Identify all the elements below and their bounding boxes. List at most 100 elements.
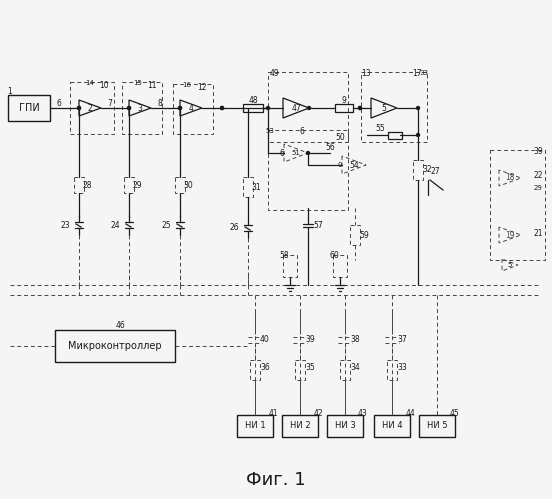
Text: 56: 56 — [325, 143, 335, 152]
Text: НИ 5: НИ 5 — [427, 422, 447, 431]
Circle shape — [306, 152, 310, 155]
Bar — [122, 82, 162, 134]
Bar — [243, 177, 253, 197]
Circle shape — [220, 106, 224, 109]
Bar — [333, 255, 347, 277]
Circle shape — [77, 106, 81, 109]
Circle shape — [178, 106, 182, 109]
Text: 25: 25 — [161, 221, 171, 230]
Text: 49: 49 — [270, 68, 280, 77]
Bar — [268, 72, 348, 142]
Text: 5: 5 — [381, 103, 386, 112]
Text: 37: 37 — [397, 335, 407, 344]
Text: 18: 18 — [505, 174, 515, 183]
Text: 42: 42 — [313, 409, 323, 418]
Circle shape — [128, 106, 130, 109]
Text: 43: 43 — [358, 409, 368, 418]
Text: 3: 3 — [137, 103, 142, 112]
Text: 6: 6 — [300, 127, 305, 136]
Text: 10: 10 — [99, 80, 109, 89]
Text: 2: 2 — [88, 103, 92, 112]
Text: 33: 33 — [397, 363, 407, 372]
Text: НИ 1: НИ 1 — [245, 422, 266, 431]
Text: 41: 41 — [268, 409, 278, 418]
Circle shape — [358, 106, 362, 109]
Text: 22: 22 — [533, 172, 543, 181]
Text: 60: 60 — [329, 250, 339, 259]
Bar — [419, 415, 455, 437]
Text: НИ 2: НИ 2 — [290, 422, 310, 431]
Text: 16: 16 — [183, 82, 192, 88]
Text: 27: 27 — [430, 168, 440, 177]
Bar — [74, 177, 84, 193]
Text: 33: 33 — [420, 70, 428, 76]
Text: 58: 58 — [279, 250, 289, 259]
Bar — [327, 415, 363, 437]
Text: 40: 40 — [260, 335, 270, 344]
Text: 26: 26 — [229, 224, 239, 233]
Text: 14: 14 — [86, 80, 94, 86]
Circle shape — [417, 134, 420, 137]
Bar — [490, 150, 545, 260]
Text: 46: 46 — [115, 321, 125, 330]
Bar — [413, 160, 423, 180]
Bar — [295, 360, 305, 380]
Text: 55: 55 — [375, 123, 385, 133]
Text: 48: 48 — [248, 95, 258, 104]
Bar — [70, 82, 114, 134]
Bar — [350, 225, 360, 245]
Circle shape — [358, 106, 362, 109]
Bar — [361, 72, 427, 142]
Text: 13: 13 — [361, 68, 371, 77]
Circle shape — [307, 106, 310, 109]
Text: 39: 39 — [305, 335, 315, 344]
Text: ГПИ: ГПИ — [19, 103, 39, 113]
Text: Микроконтроллер: Микроконтроллер — [68, 341, 162, 351]
Circle shape — [77, 106, 81, 109]
Text: 4: 4 — [189, 103, 193, 112]
Bar — [283, 255, 297, 277]
Bar — [237, 415, 273, 437]
Circle shape — [128, 106, 130, 109]
Bar — [282, 415, 318, 437]
Text: 59: 59 — [359, 231, 369, 240]
Bar — [387, 360, 397, 380]
Text: 45: 45 — [450, 409, 460, 418]
Text: 19: 19 — [505, 231, 515, 240]
Bar — [173, 84, 213, 134]
Text: 8: 8 — [158, 98, 162, 107]
Text: 1: 1 — [8, 86, 12, 95]
Text: 6: 6 — [56, 98, 61, 107]
Text: 5: 5 — [508, 262, 512, 268]
Text: 35: 35 — [305, 363, 315, 372]
Bar — [175, 177, 185, 193]
Bar — [250, 360, 260, 380]
Circle shape — [220, 106, 224, 109]
Text: 36: 36 — [260, 363, 270, 372]
Bar — [374, 415, 410, 437]
Text: 24: 24 — [110, 221, 120, 230]
Text: 34: 34 — [350, 363, 360, 372]
Text: 23: 23 — [60, 221, 70, 230]
Text: 54: 54 — [349, 161, 359, 170]
Bar — [55, 330, 175, 362]
Bar — [243, 104, 263, 112]
Text: НИ 4: НИ 4 — [381, 422, 402, 431]
Text: НИ 3: НИ 3 — [335, 422, 355, 431]
Text: 51: 51 — [291, 150, 300, 156]
Text: 6: 6 — [279, 149, 284, 158]
Bar — [335, 104, 353, 112]
Circle shape — [267, 106, 269, 109]
Bar — [8, 95, 50, 121]
Text: 29: 29 — [132, 181, 142, 190]
Bar — [388, 132, 402, 139]
Text: 12: 12 — [197, 82, 207, 91]
Text: 15: 15 — [134, 80, 142, 86]
Text: 50: 50 — [335, 134, 345, 143]
Text: 31: 31 — [251, 183, 261, 192]
Text: 29: 29 — [534, 185, 543, 191]
Text: 21: 21 — [533, 229, 543, 238]
Text: 30: 30 — [183, 181, 193, 190]
Text: 39: 39 — [533, 147, 543, 156]
Text: 32: 32 — [422, 166, 432, 175]
